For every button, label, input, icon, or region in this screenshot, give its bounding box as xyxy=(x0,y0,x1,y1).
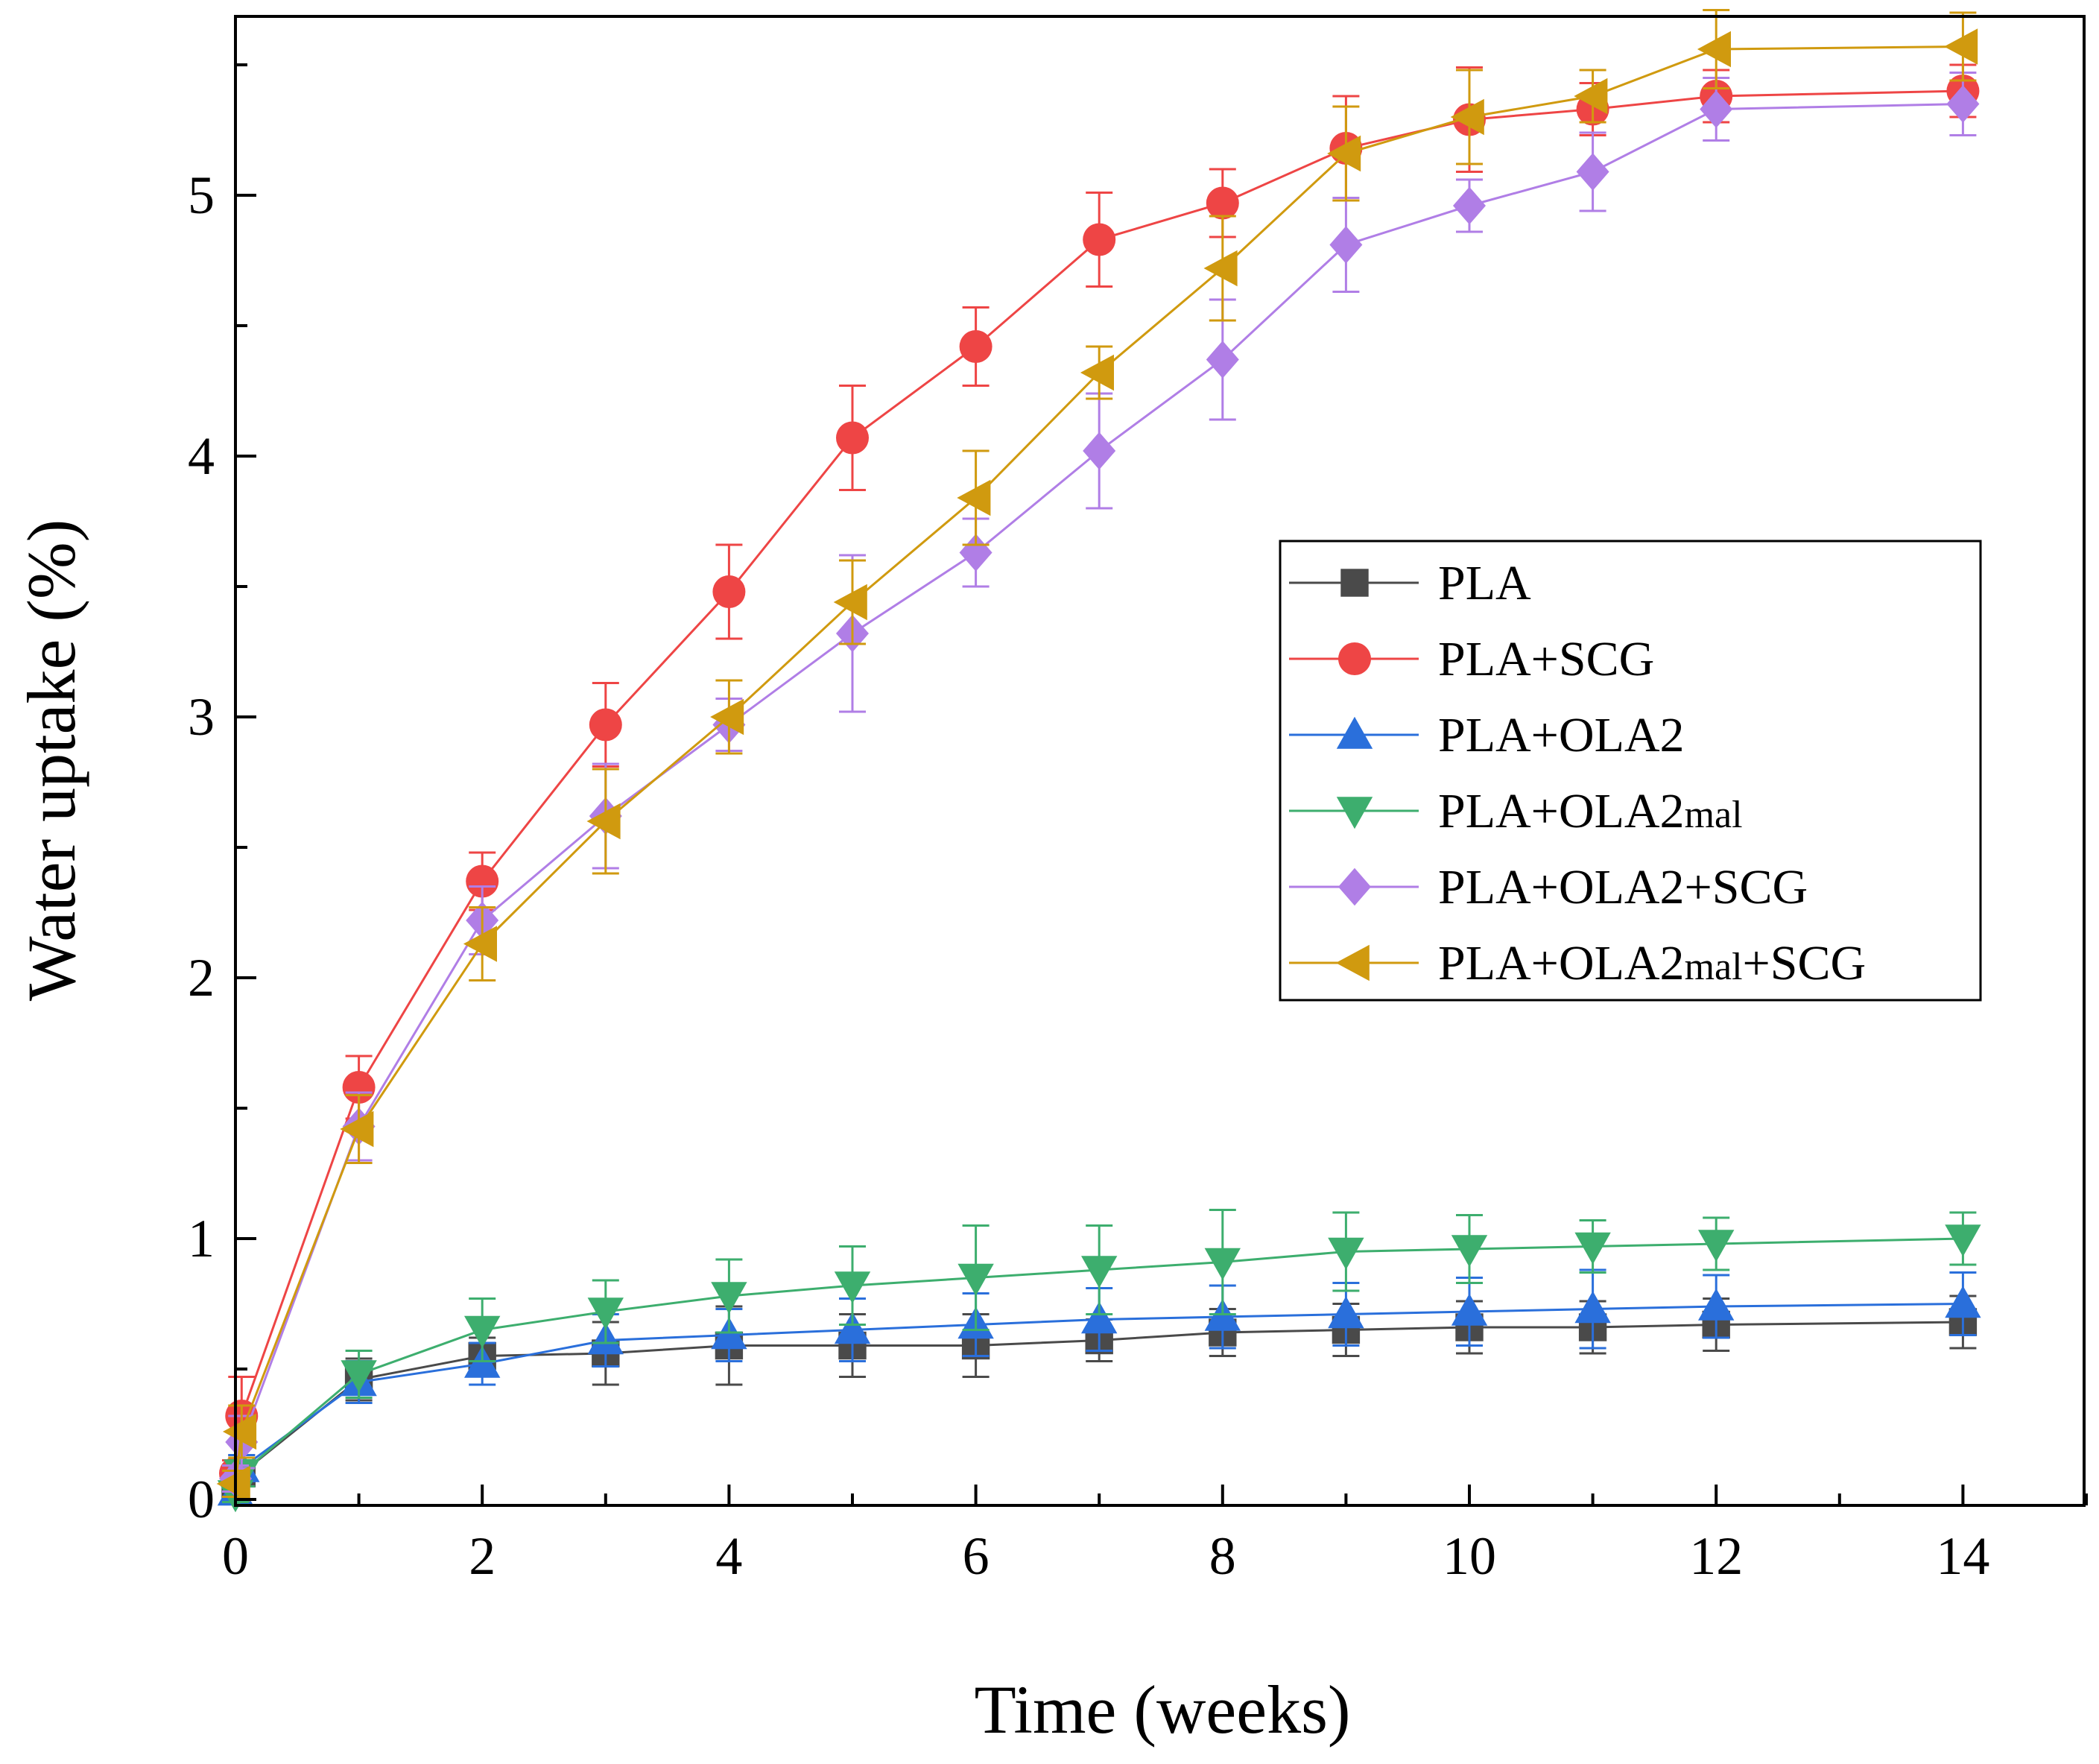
data-point xyxy=(710,698,744,736)
legend-label: PLA xyxy=(1438,556,1531,610)
data-point xyxy=(587,1297,624,1330)
data-point xyxy=(957,479,991,516)
legend-label: PLA+OLA2+SCG xyxy=(1438,860,1808,914)
y-tick-label: 5 xyxy=(188,165,215,225)
data-point xyxy=(834,1271,871,1304)
legend-marker xyxy=(1340,569,1369,597)
data-point xyxy=(1204,1248,1241,1280)
data-point xyxy=(222,1413,257,1450)
y-tick-label: 2 xyxy=(188,948,215,1008)
data-point xyxy=(464,1315,501,1348)
legend-marker xyxy=(1335,944,1370,981)
x-tick-label: 2 xyxy=(469,1526,496,1586)
data-point xyxy=(1206,186,1239,220)
series-layer xyxy=(216,9,1981,1513)
series-PLA+OLA2mal+SCG xyxy=(216,9,1978,1502)
legend-label: PLA+OLA2mal+SCG xyxy=(1438,936,1866,990)
data-point xyxy=(340,1110,374,1148)
data-point xyxy=(1574,1291,1611,1324)
data-point xyxy=(1328,1237,1364,1270)
data-point xyxy=(1451,1235,1488,1268)
data-point xyxy=(1450,98,1484,136)
legend-label: PLA+SCG xyxy=(1438,632,1654,686)
data-point xyxy=(1698,1288,1735,1321)
data-point xyxy=(463,926,497,962)
data-point xyxy=(341,1360,377,1393)
x-tick-label: 8 xyxy=(1209,1526,1236,1586)
x-tick-label: 4 xyxy=(715,1526,742,1586)
x-tick-label: 6 xyxy=(963,1526,990,1586)
x-tick-label: 12 xyxy=(1689,1526,1743,1586)
x-tick-label: 10 xyxy=(1443,1526,1496,1586)
plot-frame xyxy=(234,15,2086,1507)
data-point xyxy=(1946,85,1980,123)
data-point xyxy=(836,421,869,455)
data-point xyxy=(1327,135,1361,172)
data-point xyxy=(712,575,746,608)
data-point xyxy=(1081,1256,1118,1289)
legend-label: PLA+OLA2 xyxy=(1438,708,1685,762)
data-point xyxy=(1453,186,1486,225)
legend-marker xyxy=(1336,797,1373,829)
data-point xyxy=(957,1263,994,1296)
data-point xyxy=(1576,153,1609,191)
data-point xyxy=(1945,1224,1981,1257)
data-point xyxy=(1080,354,1114,391)
data-point xyxy=(1206,341,1239,379)
y-tick-label: 1 xyxy=(188,1209,215,1268)
legend-item: PLA+OLA2+SCG xyxy=(1289,860,1808,914)
legend-item: PLA+OLA2mal+SCG xyxy=(1289,936,1866,990)
y-tick-label: 4 xyxy=(188,426,215,486)
legend: PLA PLA+SCG PLA+OLA2 PLA+OLA2mal PLA+OLA2+SC… xyxy=(1279,540,1982,1002)
x-tick-label: 0 xyxy=(222,1526,249,1586)
data-point xyxy=(1700,90,1733,128)
x-tick-label: 14 xyxy=(1936,1526,1989,1586)
data-point xyxy=(1203,250,1238,287)
data-point xyxy=(1697,31,1731,68)
data-point xyxy=(216,1465,250,1502)
legend-marker xyxy=(1336,716,1373,749)
legend-label: PLA+OLA2mal xyxy=(1438,784,1743,838)
legend-marker xyxy=(1338,867,1371,906)
legend-box xyxy=(1279,540,1982,1002)
data-point xyxy=(834,1312,871,1344)
data-point xyxy=(1698,1230,1735,1262)
data-point xyxy=(1081,1301,1118,1334)
y-axis-title: Water uptake (%) xyxy=(13,519,89,1001)
legend-item: PLA+OLA2 xyxy=(1289,708,1685,762)
data-point xyxy=(1083,431,1116,470)
data-point xyxy=(1451,1293,1488,1326)
data-point xyxy=(711,1282,747,1315)
data-point xyxy=(1944,28,1978,65)
legend-marker xyxy=(1338,642,1371,675)
legend-item: PLA+SCG xyxy=(1289,632,1654,686)
data-point xyxy=(1329,226,1363,264)
data-point xyxy=(833,584,867,621)
data-point xyxy=(959,330,992,363)
x-axis-title: Time (weeks) xyxy=(974,1672,1350,1748)
data-point xyxy=(466,864,499,898)
legend-item: PLA+OLA2mal xyxy=(1289,784,1743,838)
legend-item: PLA xyxy=(1289,556,1531,610)
data-point xyxy=(1945,1286,1981,1318)
data-point xyxy=(959,534,992,572)
data-point xyxy=(586,803,621,840)
y-tick-label: 3 xyxy=(188,687,215,747)
data-point xyxy=(1083,223,1116,256)
data-point xyxy=(1328,1296,1364,1329)
data-point xyxy=(589,708,622,742)
data-point xyxy=(1574,1232,1611,1265)
data-point xyxy=(1574,78,1608,115)
y-tick-label: 0 xyxy=(188,1470,215,1529)
